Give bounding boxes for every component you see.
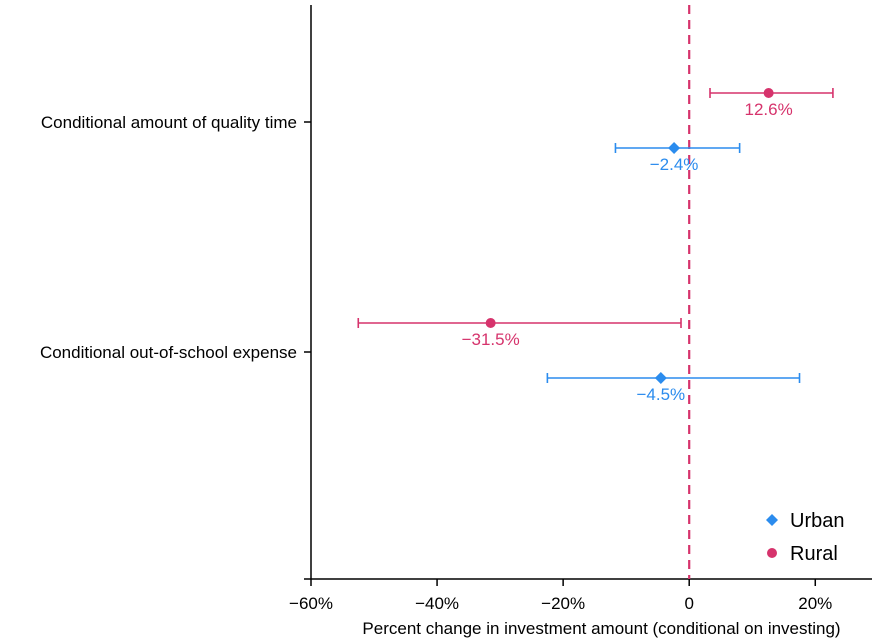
data-label: −4.5%	[636, 385, 685, 404]
point-rural: −31.5%	[357, 318, 682, 349]
circle-icon	[767, 548, 777, 558]
point-urban: −2.4%	[614, 142, 741, 174]
data-marks: −2.4% −4.5% 12.6% −31.5%	[357, 88, 834, 404]
y-category-label: Conditional amount of quality time	[41, 113, 297, 132]
x-axis-label: Percent change in investment amount (con…	[362, 619, 840, 638]
legend-item-rural: Rural	[767, 543, 838, 565]
x-tick-label: −60%	[289, 594, 333, 613]
legend-item-urban: Urban	[766, 510, 844, 532]
diamond-marker	[668, 142, 681, 154]
point-urban: −4.5%	[546, 372, 801, 404]
legend-label: Urban	[790, 510, 844, 532]
data-label: 12.6%	[745, 100, 793, 119]
data-label: −2.4%	[650, 155, 699, 174]
x-tick-label: 0	[684, 594, 693, 613]
x-tick-label: 20%	[798, 594, 832, 613]
legend: Urban Rural	[766, 510, 844, 565]
data-label: −31.5%	[462, 330, 520, 349]
circle-marker	[485, 318, 496, 328]
y-category-label: Conditional out-of-school expense	[40, 343, 297, 362]
point-rural: 12.6%	[709, 88, 834, 119]
legend-label: Rural	[790, 543, 838, 565]
x-tick-label: −40%	[415, 594, 459, 613]
diamond-marker	[654, 372, 667, 384]
circle-marker	[763, 88, 774, 98]
x-ticks: −60% −40% −20% 0 20%	[289, 579, 832, 613]
axes	[310, 5, 872, 580]
y-ticks: Conditional amount of quality time Condit…	[40, 113, 311, 580]
diamond-icon	[766, 514, 778, 526]
x-tick-label: −20%	[541, 594, 585, 613]
